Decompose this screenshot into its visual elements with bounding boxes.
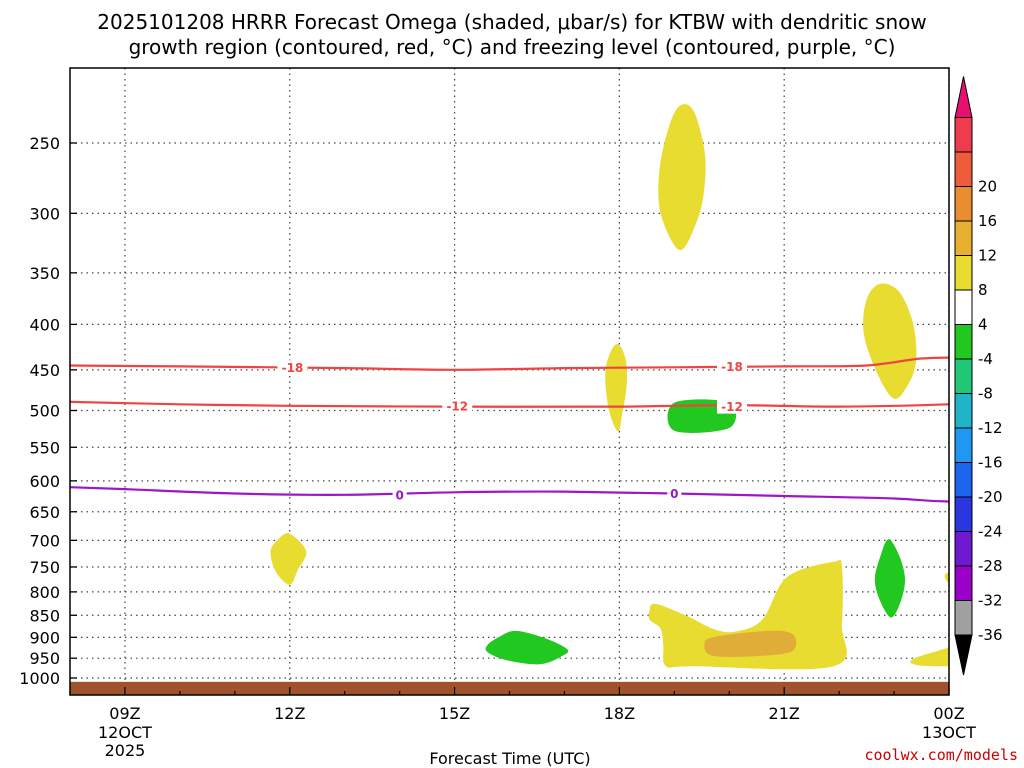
dgz_minus18-line xyxy=(70,356,949,371)
dgz_minus18-label-1: -18 xyxy=(721,360,743,374)
x-tick-date-00Z: 13OCT xyxy=(922,723,976,742)
dgz_minus18-label-0: -18 xyxy=(282,361,304,375)
x-tick-label-15Z: 15Z xyxy=(439,704,470,723)
colorbar-swatch-12 xyxy=(954,220,973,256)
colorbar-label--20: -20 xyxy=(978,488,1003,506)
colorbar-label--12: -12 xyxy=(978,419,1003,437)
x-axis-label: Forecast Time (UTC) xyxy=(429,749,590,768)
credit-text: coolwx.com/models xyxy=(864,746,1018,764)
y-tick-label-250: 250 xyxy=(29,134,60,153)
x-tick-label-18Z: 18Z xyxy=(604,704,635,723)
colorbar-swatch-9 xyxy=(954,324,973,360)
omega-area-7 xyxy=(648,559,847,670)
omega-area-5 xyxy=(270,533,307,585)
colorbar-label--28: -28 xyxy=(978,557,1003,575)
colorbar-label--4: -4 xyxy=(978,350,993,368)
colorbar-label-16: 16 xyxy=(978,212,997,230)
y-tick-label-800: 800 xyxy=(29,583,60,602)
colorbar-swatch-11 xyxy=(954,255,973,291)
omega-area-1 xyxy=(658,104,706,251)
colorbar-swatch-1 xyxy=(954,600,973,636)
colorbar: -36 -32 -28 -24 -20 -16 -12 -8 -4 4 8 12 16 20 xyxy=(954,76,1003,676)
omega-area-9 xyxy=(874,539,906,618)
colorbar-bottom-arrow xyxy=(954,634,973,676)
omega-area-6 xyxy=(485,630,569,665)
colorbar-top-arrow xyxy=(954,76,973,118)
colorbar-label--16: -16 xyxy=(978,454,1003,472)
colorbar-label--32: -32 xyxy=(978,592,1003,610)
omega-shading xyxy=(270,104,949,670)
y-tick-label-600: 600 xyxy=(29,472,60,491)
x-tick-label-12Z: 12Z xyxy=(274,704,305,723)
colorbar-swatch-3 xyxy=(954,531,973,567)
y-tick-label-300: 300 xyxy=(29,204,60,223)
dgz_minus18-label-bg-1 xyxy=(716,359,747,374)
dgz_minus12-line xyxy=(70,400,949,408)
colorbar-label--8: -8 xyxy=(978,385,993,403)
x-tick-label-00Z: 00Z xyxy=(933,704,964,723)
x-tick-year-09Z: 2025 xyxy=(105,741,146,760)
colorbar-swatch-14 xyxy=(954,151,973,187)
y-tick-label-650: 650 xyxy=(29,503,60,522)
colorbar-swatch-4 xyxy=(954,496,973,532)
y-tick-label-700: 700 xyxy=(29,531,60,550)
colorbar-swatch-7 xyxy=(954,393,973,429)
colorbar-swatch-8 xyxy=(954,358,973,394)
freezing_level-label-bg-0 xyxy=(392,487,407,502)
colorbar-swatch-5 xyxy=(954,462,973,498)
omega-area-8 xyxy=(704,630,797,658)
colorbar-label--36: -36 xyxy=(978,626,1003,644)
freezing_level-label-bg-1 xyxy=(667,486,682,501)
freezing_level-label-1: 0 xyxy=(670,487,678,501)
colorbar-label-20: 20 xyxy=(978,178,997,196)
y-tick-label-400: 400 xyxy=(29,315,60,334)
omega-area-2 xyxy=(605,343,627,432)
y-tick-label-500: 500 xyxy=(29,402,60,421)
colorbar-label-12: 12 xyxy=(978,247,997,265)
x-tick-label-21Z: 21Z xyxy=(769,704,800,723)
y-tick-label-350: 350 xyxy=(29,264,60,283)
y-tick-label-550: 550 xyxy=(29,438,60,457)
dgz_minus18-label-bg-0 xyxy=(277,360,308,375)
colorbar-label-4: 4 xyxy=(978,316,988,334)
omega-area-3 xyxy=(863,283,917,399)
y-tick-label-750: 750 xyxy=(29,558,60,577)
contour-lines: -18 -18 -12 -12 0 0 xyxy=(70,356,949,503)
chart-title-line-2: growth region (contoured, red, °C) and f… xyxy=(129,35,896,59)
dgz_minus12-label-bg-0 xyxy=(442,398,473,413)
colorbar-swatch-10 xyxy=(954,289,973,325)
y-axis: 250 300 350 400 450 500 550 600 650 700 750 800 850 9… xyxy=(19,134,77,688)
colorbar-swatch-2 xyxy=(954,565,973,601)
freezing_level-line xyxy=(70,486,949,503)
y-tick-label-1000: 1000 xyxy=(19,669,60,688)
freezing_level-label-0: 0 xyxy=(395,488,403,502)
colorbar-swatch-6 xyxy=(954,427,973,463)
dgz_minus12-label-0: -12 xyxy=(446,399,468,413)
chart-title-line-1: 2025101208 HRRR Forecast Omega (shaded, … xyxy=(97,10,926,34)
colorbar-swatch-13 xyxy=(954,186,973,222)
omega-area-10 xyxy=(910,572,949,667)
y-tick-label-900: 900 xyxy=(29,628,60,647)
y-tick-label-950: 950 xyxy=(29,649,60,668)
colorbar-label--24: -24 xyxy=(978,523,1003,541)
y-tick-label-850: 850 xyxy=(29,606,60,625)
dgz_minus12-label-bg-1 xyxy=(716,399,747,414)
colorbar-swatch-15 xyxy=(954,117,973,153)
x-tick-label-09Z: 09Z xyxy=(109,704,140,723)
y-tick-label-450: 450 xyxy=(29,361,60,380)
colorbar-label-8: 8 xyxy=(978,281,988,299)
dgz_minus12-label-1: -12 xyxy=(721,400,743,414)
x-tick-date-09Z: 12OCT xyxy=(98,723,152,742)
